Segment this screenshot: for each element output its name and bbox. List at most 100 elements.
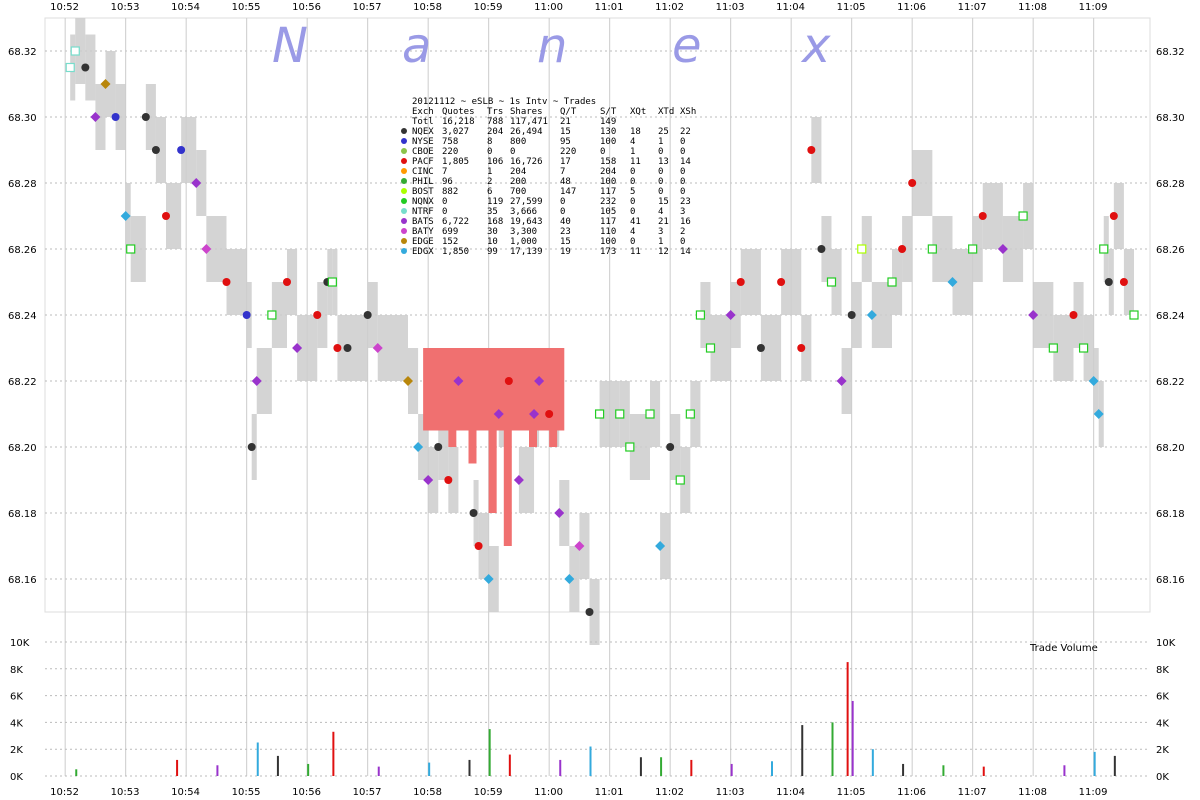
stats-cell: 11 xyxy=(630,157,641,167)
trade-marker-pacf xyxy=(1069,311,1078,319)
price-tick-label-right: 68.30 xyxy=(1156,113,1185,124)
stats-row-marker-nqex xyxy=(401,128,407,134)
time-tick-label-top: 10:57 xyxy=(353,2,382,13)
stats-header-xtd: XTd xyxy=(658,107,674,117)
nbbo-spread-band xyxy=(1113,183,1124,249)
nbbo-spread-band xyxy=(801,315,812,381)
stats-cell: 220 xyxy=(442,147,458,157)
time-tick-label-bottom: 10:58 xyxy=(413,787,442,798)
volume-bar xyxy=(730,763,733,776)
stats-cell: 0 xyxy=(680,137,685,147)
time-tick-label-top: 10:54 xyxy=(171,2,200,13)
stats-row-marker-phil xyxy=(401,178,407,184)
stats-cell: 5 xyxy=(630,187,635,197)
nbbo-spread-band xyxy=(559,480,570,546)
time-tick-label-bottom: 10:54 xyxy=(171,787,200,798)
stats-row-marker-edge xyxy=(401,238,407,244)
stats-cell: 100 xyxy=(600,237,616,247)
stats-cell: 105 xyxy=(600,207,616,217)
stats-cell: 0 xyxy=(630,207,635,217)
time-tick-label-bottom: 10:57 xyxy=(353,787,382,798)
stats-cell: 0 xyxy=(560,207,565,217)
trade-marker-ntrf xyxy=(65,62,75,73)
nbbo-spread-band xyxy=(871,282,892,348)
trade-marker-nqex xyxy=(585,608,594,616)
trade-marker-nyse xyxy=(111,113,120,121)
nbbo-spread-band xyxy=(317,282,328,348)
trade-marker-nyse xyxy=(177,146,186,154)
time-tick-label-bottom: 11:04 xyxy=(776,787,805,798)
stats-row-marker-ntrf xyxy=(401,208,407,214)
volume-bar xyxy=(871,749,874,776)
price-tick-label-left: 68.20 xyxy=(8,443,37,454)
stats-cell: NTRF xyxy=(412,207,434,217)
trade-marker-bats xyxy=(534,376,545,386)
time-tick-label-top: 11:01 xyxy=(595,2,624,13)
stats-cell: 12 xyxy=(658,247,669,257)
time-tick-label-bottom: 11:09 xyxy=(1079,787,1108,798)
trade-marker-pacf xyxy=(736,278,745,286)
volume-tick-label-left: 0K xyxy=(10,772,23,783)
stats-row-marker-nqnx xyxy=(401,198,407,204)
nbbo-spread-band xyxy=(287,249,298,315)
volume-tick-label-right: 0K xyxy=(1156,772,1169,783)
stats-cell: 100 xyxy=(600,177,616,187)
time-tick-label-top: 10:58 xyxy=(413,2,442,13)
trade-marker-bats xyxy=(725,310,736,320)
stats-cell: EDGE xyxy=(412,237,434,247)
stats-cell: CINC xyxy=(412,167,434,177)
nbbo-spread-band xyxy=(377,315,408,381)
time-tick-label-top: 11:05 xyxy=(837,2,866,13)
stats-cell: 3,027 xyxy=(442,127,469,137)
volume-bar xyxy=(508,754,511,776)
stats-cell: 158 xyxy=(600,157,616,167)
time-tick-label-top: 10:59 xyxy=(474,2,503,13)
volume-bar xyxy=(690,759,693,776)
nbbo-spread-band xyxy=(660,513,671,579)
crossed-market-bar xyxy=(468,430,477,464)
stats-cell: 11 xyxy=(630,247,641,257)
stats-cell: 30 xyxy=(487,227,498,237)
trade-marker-nqex xyxy=(666,443,675,451)
stats-cell: 1,000 xyxy=(510,237,537,247)
trade-marker-nqnx xyxy=(645,409,655,419)
stats-header-shares: Shares xyxy=(510,107,543,117)
stats-cell: 117,471 xyxy=(510,117,548,127)
nbbo-spread-band xyxy=(408,348,419,414)
stats-cell: BATS xyxy=(412,217,434,227)
time-tick-label-bottom: 11:05 xyxy=(837,787,866,798)
price-tick-label-right: 68.24 xyxy=(1156,311,1185,322)
trade-marker-nqnx xyxy=(705,343,716,353)
stats-cell: 152 xyxy=(442,237,458,247)
stats-header-q-t: Q/T xyxy=(560,107,577,117)
price-tick-label-right: 68.28 xyxy=(1156,179,1185,190)
volume-bar xyxy=(468,759,471,776)
trade-marker-nqex xyxy=(363,311,372,319)
stats-cell: 4 xyxy=(630,227,635,237)
stats-cell: 17 xyxy=(560,157,571,167)
stats-cell: 700 xyxy=(510,187,526,197)
time-tick-label-top: 11:09 xyxy=(1079,2,1108,13)
trade-marker-pacf xyxy=(908,179,917,187)
volume-bar xyxy=(589,746,592,776)
stats-cell: 1 xyxy=(658,237,663,247)
nbbo-spread-band xyxy=(579,513,590,579)
volume-tick-label-right: 10K xyxy=(1156,638,1176,649)
stats-cell: 3,666 xyxy=(510,207,537,217)
trade-marker-nqex xyxy=(343,344,352,352)
stats-cell: 130 xyxy=(600,127,616,137)
stats-cell: 41 xyxy=(630,217,641,227)
price-tick-label-right: 68.18 xyxy=(1156,509,1185,520)
stats-cell: 13 xyxy=(658,157,669,167)
stats-cell: 19 xyxy=(560,247,571,257)
trade-marker-pacf xyxy=(978,212,987,220)
trade-marker-pacf xyxy=(313,311,322,319)
nbbo-spread-band xyxy=(181,117,197,183)
trade-marker-bats xyxy=(554,508,565,518)
volume-bar xyxy=(771,761,773,776)
trade-marker-nqnx xyxy=(615,409,625,419)
time-tick-label-bottom: 11:08 xyxy=(1018,787,1047,798)
stats-row-marker-edgx xyxy=(401,248,407,254)
volume-bar xyxy=(851,700,854,776)
